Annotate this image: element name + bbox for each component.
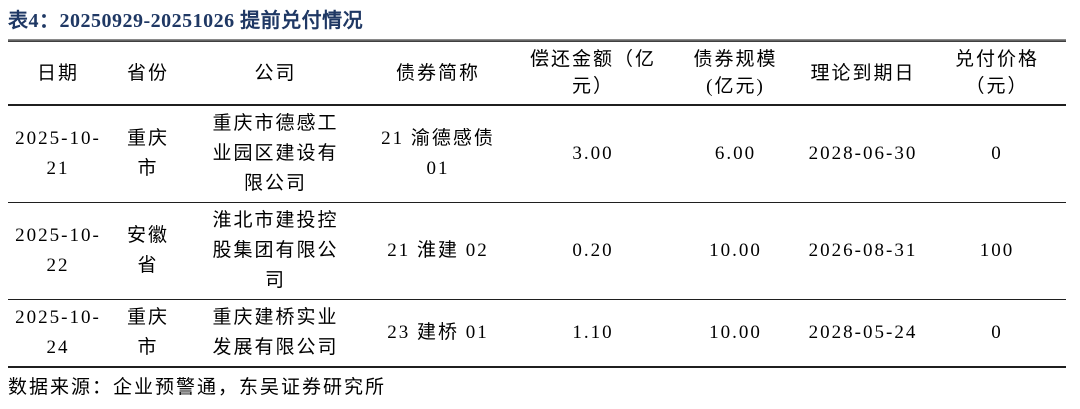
cell-bond-scale: 6.00 [714,143,757,164]
early-redemption-table: 日期 省份 公司 债券简称 偿还金额（亿元） 债券规模(亿元) 理论到期日 兑付… [8,42,1066,368]
cell-bond-name: 21 渝德感债 01 [381,128,495,179]
column-header-company: 公司 [254,62,297,84]
title-divider-rule [8,39,1066,42]
table-row: 2025-10-22 安徽省 淮北市建投控股集团有限公司 21 淮建 02 0.… [8,203,1066,300]
cell-payout-price: 0 [991,322,1003,343]
cell-province: 安徽省 [126,225,169,276]
cell-payout-price: 0 [991,143,1003,164]
cell-province: 重庆市 [126,128,169,179]
column-header-province: 省份 [126,62,169,84]
cell-maturity-date: 2028-06-30 [808,143,918,164]
cell-company: 重庆建桥实业发展有限公司 [212,307,339,358]
cell-payout-price: 100 [979,240,1015,261]
column-header-bond-scale: 债券规模(亿元) [693,49,778,97]
cell-province: 重庆市 [126,307,169,358]
cell-bond-scale: 10.00 [709,240,762,261]
cell-date: 2025-10-24 [15,307,101,358]
column-header-bond-name: 债券简称 [395,62,480,84]
data-source-note: 数据来源：企业预警通，东吴证券研究所 [8,377,387,398]
cell-repay-amount: 3.00 [572,143,614,164]
cell-company: 淮北市建投控股集团有限公司 [212,210,339,291]
table-row: 2025-10-24 重庆市 重庆建桥实业发展有限公司 23 建桥 01 1.1… [8,300,1066,367]
column-header-date: 日期 [36,62,79,84]
table-row: 2025-10-21 重庆市 重庆市德感工业园区建设有限公司 21 渝德感债 0… [8,105,1066,203]
column-header-repay-amount: 偿还金额（亿元） [529,49,656,97]
column-header-maturity-date: 理论到期日 [810,62,916,84]
cell-date: 2025-10-21 [15,128,101,179]
cell-repay-amount: 1.10 [572,322,614,343]
cell-maturity-date: 2028-05-24 [808,322,918,343]
cell-company: 重庆市德感工业园区建设有限公司 [212,113,339,194]
cell-maturity-date: 2026-08-31 [808,240,918,261]
header-row: 日期 省份 公司 债券简称 偿还金额（亿元） 债券规模(亿元) 理论到期日 兑付… [8,42,1066,105]
cell-bond-scale: 10.00 [709,322,762,343]
cell-bond-name: 23 建桥 01 [387,322,489,343]
column-header-payout-price: 兑付价格（元） [954,49,1039,97]
table-title: 表4：20250929-20251026 提前兑付情况 [8,10,364,32]
cell-bond-name: 21 淮建 02 [387,240,489,261]
cell-repay-amount: 0.20 [572,240,614,261]
cell-date: 2025-10-22 [15,225,101,276]
